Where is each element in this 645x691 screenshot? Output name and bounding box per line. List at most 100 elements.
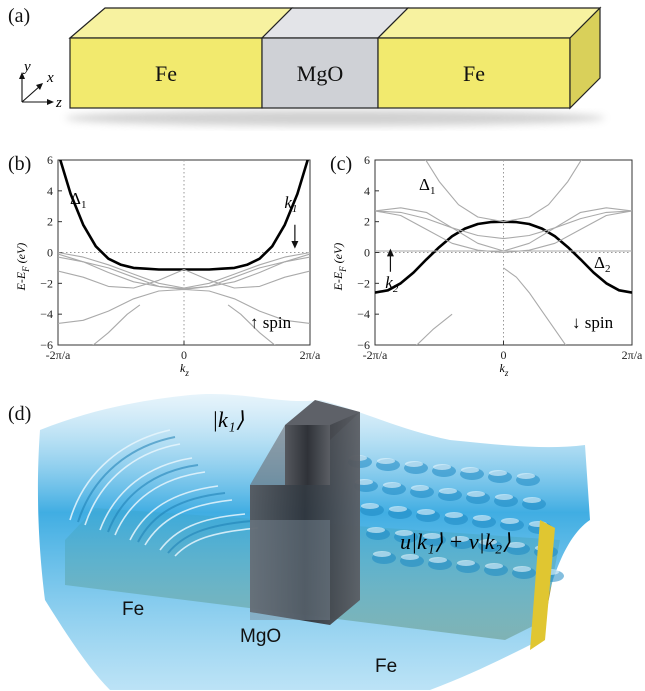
y-tick-label: 2 xyxy=(364,215,370,229)
delta1-label: Δ1 xyxy=(419,175,435,197)
panel-d: (d) | xyxy=(8,393,590,690)
delta1-label: Δ1 xyxy=(70,189,86,211)
k2-arrowhead-icon xyxy=(386,248,394,257)
y-tick-label: 2 xyxy=(47,215,53,229)
barrier-body xyxy=(250,412,360,625)
barrier-wave-overlay xyxy=(250,520,330,620)
y-tick-label: −6 xyxy=(40,338,53,352)
panel-c: (c) −6 −4 −2 0 2 4 6 -2π/a 0 2π/a E-EF (eV) kz Δ1 Δ2 k… xyxy=(330,153,643,378)
wave-highlight xyxy=(461,467,479,473)
wave-highlight xyxy=(423,533,441,539)
fe-right-top xyxy=(376,7,602,39)
band-line xyxy=(58,251,310,289)
wave-highlight xyxy=(501,518,519,524)
wave-highlight xyxy=(479,539,497,545)
band-line xyxy=(58,268,310,289)
fe-left-label: Fe xyxy=(122,599,144,620)
panel-b-label: (b) xyxy=(8,153,31,175)
wave-highlight xyxy=(485,563,503,569)
mgo-label: MgO xyxy=(240,626,281,647)
wave-highlight xyxy=(507,542,525,548)
y-tick-label: 6 xyxy=(364,153,370,167)
panel-d-label: (d) xyxy=(8,403,31,425)
y-arrow-icon xyxy=(19,72,25,79)
panel-c-label: (c) xyxy=(330,153,352,175)
y-tick-label: −4 xyxy=(40,307,53,321)
x-tick-label: 0 xyxy=(181,348,187,362)
x-tick-label: 0 xyxy=(501,348,507,362)
y-tick-label: −4 xyxy=(357,307,370,321)
fe-edge-right xyxy=(530,520,555,650)
y-tick-label: −2 xyxy=(40,276,53,290)
left-wavefronts xyxy=(69,429,259,557)
k1-arrowhead-icon xyxy=(291,240,299,249)
barrier-shade xyxy=(250,425,285,485)
wave-highlight xyxy=(373,551,391,557)
wave-highlight xyxy=(457,560,475,566)
band-line xyxy=(416,313,453,345)
axis-y-label: y xyxy=(22,59,31,75)
wave-highlight xyxy=(367,527,385,533)
y-tick-label: −6 xyxy=(357,338,370,352)
ket-left: |k₁⟩ xyxy=(212,407,244,432)
wave-highlight xyxy=(433,464,451,470)
axis-triad xyxy=(21,76,50,103)
fe-left-block xyxy=(69,37,263,109)
band-chart-up-spin: −6 −4 −2 0 2 4 6 -2π/a 0 2π/a E-EF (eV) kz Δ1 k1 ↑ spi… xyxy=(14,153,321,378)
k1-label: k1 xyxy=(284,193,297,215)
wave-highlight xyxy=(495,494,513,500)
wave-highlight xyxy=(405,461,423,467)
wave-highlight xyxy=(401,554,419,560)
wave-highlight xyxy=(411,485,429,491)
y-tick-label: 0 xyxy=(364,246,370,260)
panel-b: (b) −6 −4 −2 0 2 4 6 -2π/a 0 2π/a E-EF (eV) kz Δ1 k1 ↑… xyxy=(8,153,321,378)
wave-highlight xyxy=(361,503,379,509)
band-highlight xyxy=(58,160,310,271)
y-tick-label: −2 xyxy=(357,276,370,290)
band-line xyxy=(375,210,632,254)
left-wave-troughs xyxy=(77,436,253,554)
right-interference xyxy=(348,455,564,582)
x-tick-label: 2π/a xyxy=(622,348,643,362)
y-axis-label: E-EF (eV) xyxy=(14,243,31,292)
band-line xyxy=(425,160,582,223)
y-tick-label: 6 xyxy=(47,153,53,167)
x-axis-label: kz xyxy=(180,361,189,378)
wave-highlight xyxy=(517,473,535,479)
wave-highlight xyxy=(513,566,531,572)
mgo-block xyxy=(261,37,379,109)
barrier-upper xyxy=(285,425,330,485)
wave-highlight xyxy=(377,458,395,464)
wave-highlight xyxy=(383,482,401,488)
x-tick-label: 2π/a xyxy=(300,348,321,362)
wave-highlight xyxy=(389,506,407,512)
block-shadow xyxy=(65,110,605,126)
y-tick-label: 0 xyxy=(47,246,53,260)
wave-highlight xyxy=(429,557,447,563)
k2-label: k2 xyxy=(385,273,399,295)
wave-highlight xyxy=(467,491,485,497)
panel-a: (a) Fe MgO Fe y x z xyxy=(8,5,605,126)
band-line xyxy=(58,288,310,324)
band-line xyxy=(375,210,632,240)
fe-right-text: Fe xyxy=(463,61,485,86)
ket-superposition: u|k₁⟩ + v|k₂⟩ xyxy=(400,529,511,554)
axis-z-label: z xyxy=(55,95,62,111)
wave-highlight xyxy=(451,536,469,542)
spin-up-label: ↑ spin xyxy=(250,313,292,332)
x-axis-label: kz xyxy=(500,361,509,378)
mgo-text: MgO xyxy=(297,61,343,86)
band-chart-down-spin: −6 −4 −2 0 2 4 6 -2π/a 0 2π/a E-EF (eV) kz Δ1 Δ2 k2 ↓ s… xyxy=(331,153,643,378)
wave-highlight xyxy=(395,530,413,536)
x-arrow-icon xyxy=(36,83,43,90)
band-line xyxy=(58,253,310,290)
wave-highlight xyxy=(473,515,491,521)
wave-highlight xyxy=(523,497,541,503)
y-axis-label: E-EF (eV) xyxy=(331,243,348,292)
band-line xyxy=(503,267,567,345)
x-tick-label: -2π/a xyxy=(46,348,71,362)
band-line xyxy=(92,304,141,345)
wave-highlight xyxy=(489,470,507,476)
fe-right-block xyxy=(377,37,571,109)
